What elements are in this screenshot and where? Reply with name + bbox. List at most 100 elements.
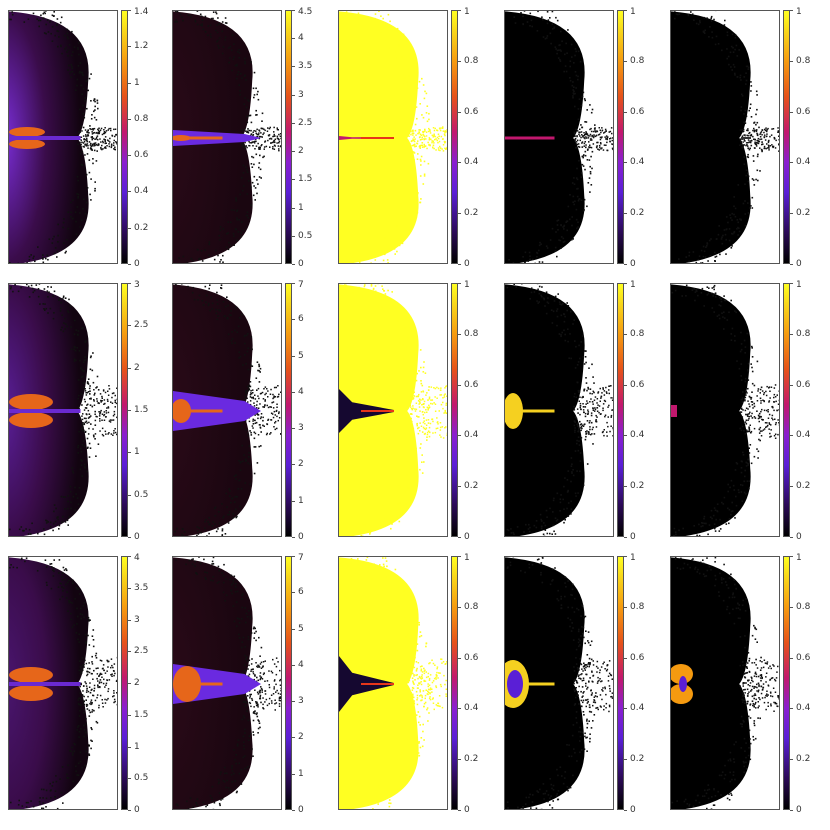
heatmap-jet-particle (93, 142, 96, 145)
heatmap-particle (389, 229, 391, 232)
heatmap-particle (79, 153, 82, 155)
heatmap-particle (374, 13, 377, 15)
heatmap-particle (396, 322, 399, 325)
heatmap-particle (747, 362, 750, 365)
heatmap-particle (386, 517, 389, 519)
heatmap-particle (572, 89, 574, 91)
heatmap-particle (85, 705, 88, 707)
heatmap-particle (87, 89, 89, 92)
heatmap-particle (733, 66, 736, 68)
heatmap-jet-particle (409, 404, 411, 407)
heatmap-particle (67, 610, 69, 612)
heatmap-particle (522, 23, 524, 26)
heatmap-jet-particle (273, 410, 276, 413)
heatmap-particle (247, 739, 250, 741)
heatmap-particle (387, 13, 390, 16)
heatmap-field (671, 284, 779, 536)
heatmap-particle (544, 37, 547, 40)
heatmap-particle (215, 29, 217, 32)
heatmap-particle (716, 510, 719, 513)
heatmap-jet-particle (94, 699, 97, 702)
heatmap-particle (42, 254, 44, 256)
heatmap-jet-particle (96, 416, 98, 418)
heatmap-particle (206, 571, 208, 574)
heatmap-jet-particle (244, 669, 247, 672)
heatmap-particle (750, 144, 753, 147)
heatmap-jet-particle (741, 135, 744, 137)
heatmap-particle (678, 529, 680, 532)
heatmap-jet-particle (113, 701, 115, 704)
heatmap-jet-particle (96, 400, 98, 402)
heatmap-jet-particle (409, 406, 412, 408)
heatmap-jet-particle (578, 400, 580, 402)
heatmap-jet-particle (272, 693, 275, 695)
heatmap-jet-particle (778, 135, 779, 137)
heatmap-particle (416, 193, 419, 195)
heatmap-jet-particle (259, 393, 262, 395)
heatmap-particle (678, 13, 681, 15)
heatmap-particle (188, 559, 191, 562)
heatmap-particle (60, 329, 62, 331)
heatmap-jet-particle (241, 672, 244, 674)
heatmap-jet-particle (601, 147, 603, 149)
heatmap-particle (591, 401, 594, 403)
colorbar-tick-mark (128, 10, 131, 11)
heatmap-particle (65, 250, 67, 253)
heatmap-particle (746, 332, 749, 335)
heatmap-particle (554, 295, 557, 298)
heatmap-particle (52, 567, 55, 569)
heatmap-particle (582, 156, 584, 159)
heatmap-particle (207, 25, 209, 27)
heatmap-jet-particle (260, 132, 262, 134)
heatmap-jet-particle (612, 148, 613, 151)
heatmap-particle (242, 164, 245, 167)
heatmap-jet-particle (94, 413, 96, 415)
heatmap-jet-particle (589, 139, 592, 141)
heatmap-particle (77, 762, 80, 765)
heatmap-particle (569, 79, 572, 82)
heatmap-particle (723, 317, 726, 319)
heatmap-particle (574, 54, 576, 57)
colorbar (783, 10, 790, 264)
heatmap-particle (383, 290, 385, 292)
heatmap-particle (87, 634, 89, 637)
heatmap-particle (563, 224, 566, 227)
heatmap-particle (711, 517, 713, 520)
heatmap-particle (560, 50, 562, 52)
heatmap-particle (413, 395, 416, 397)
heatmap-jet-particle (771, 417, 773, 419)
heatmap-particle (753, 384, 756, 387)
heatmap-jet-particle (81, 415, 83, 417)
heatmap-particle (181, 16, 183, 19)
heatmap-particle (384, 293, 387, 295)
heatmap-jet-particle (411, 391, 413, 393)
heatmap-particle (524, 251, 527, 254)
heatmap-jet-particle (267, 139, 269, 142)
heatmap-jet-particle (248, 129, 250, 132)
heatmap-particle (398, 60, 401, 63)
colorbar-tick-mark (292, 235, 295, 237)
heatmap-jet-feature (173, 391, 261, 431)
heatmap-particle (726, 57, 728, 60)
heatmap-jet-particle (417, 432, 420, 435)
heatmap-jet-particle (91, 137, 93, 139)
heatmap-particle (742, 202, 745, 205)
heatmap-jet-particle (423, 130, 425, 133)
heatmap-jet-particle (740, 140, 742, 143)
heatmap-particle (423, 97, 426, 100)
heatmap-particle (751, 207, 754, 209)
colorbar-tick-label: 0.6 (464, 379, 479, 390)
heatmap-jet-particle (748, 132, 750, 135)
heatmap-particle (570, 457, 573, 459)
heatmap-particle (81, 219, 83, 222)
heatmap-particle (415, 483, 417, 485)
heatmap-particle (410, 85, 412, 87)
colorbar (617, 283, 624, 537)
colorbar-tick-mark (128, 46, 131, 48)
heatmap-jet-particle (608, 392, 610, 395)
heatmap-particle (569, 194, 571, 196)
heatmap-jet-particle (264, 399, 266, 401)
heatmap-particle (244, 354, 246, 356)
heatmap-particle (95, 657, 98, 659)
heatmap-jet-particle (763, 145, 766, 148)
